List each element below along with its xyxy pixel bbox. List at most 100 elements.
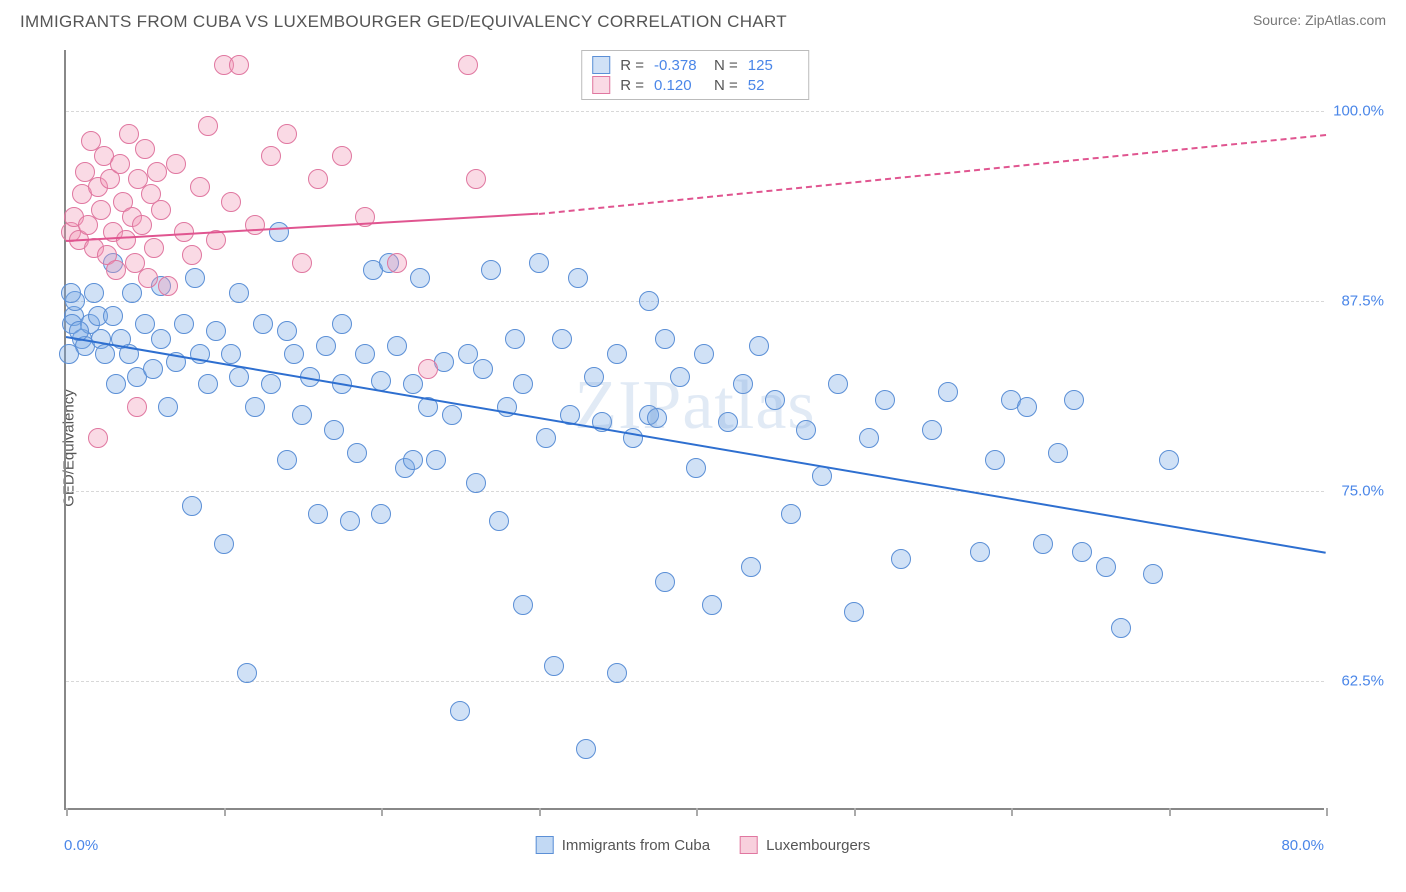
x-tick	[1011, 808, 1013, 816]
r-label: R =	[620, 77, 644, 94]
data-point	[308, 504, 328, 524]
data-point	[237, 663, 257, 683]
data-point	[458, 55, 478, 75]
data-point	[284, 344, 304, 364]
gridline	[66, 681, 1324, 682]
data-point	[741, 557, 761, 577]
data-point	[1048, 443, 1068, 463]
data-point	[410, 268, 430, 288]
data-point	[245, 397, 265, 417]
gridline	[66, 491, 1324, 492]
y-tick-label: 87.5%	[1341, 292, 1384, 309]
data-point	[552, 329, 572, 349]
data-point	[198, 374, 218, 394]
data-point	[781, 504, 801, 524]
n-label: N =	[714, 57, 738, 74]
data-point	[182, 496, 202, 516]
chart-container: GED/Equivalency ZIPatlas R = -0.378 N = …	[20, 44, 1386, 852]
r-label: R =	[620, 57, 644, 74]
data-point	[387, 253, 407, 273]
data-point	[277, 124, 297, 144]
data-point	[138, 268, 158, 288]
x-tick	[66, 808, 68, 816]
data-point	[147, 162, 167, 182]
data-point	[765, 390, 785, 410]
data-point	[584, 367, 604, 387]
data-point	[844, 602, 864, 622]
data-point	[828, 374, 848, 394]
data-point	[106, 374, 126, 394]
data-point	[387, 336, 407, 356]
data-point	[670, 367, 690, 387]
swatch-lux-icon	[740, 836, 758, 854]
data-point	[450, 701, 470, 721]
data-point	[576, 739, 596, 759]
data-point	[733, 374, 753, 394]
legend-item-cuba: Immigrants from Cuba	[536, 836, 710, 854]
data-point	[91, 200, 111, 220]
data-point	[185, 268, 205, 288]
data-point	[513, 374, 533, 394]
data-point	[466, 473, 486, 493]
data-point	[647, 408, 667, 428]
data-point	[106, 260, 126, 280]
data-point	[292, 405, 312, 425]
x-tick	[539, 808, 541, 816]
data-point	[292, 253, 312, 273]
data-point	[489, 511, 509, 531]
data-point	[371, 504, 391, 524]
data-point	[473, 359, 493, 379]
data-point	[607, 344, 627, 364]
x-tick	[1326, 808, 1328, 816]
data-point	[513, 595, 533, 615]
data-point	[859, 428, 879, 448]
n-value-cuba: 125	[748, 57, 798, 74]
data-point	[938, 382, 958, 402]
data-point	[158, 276, 178, 296]
legend-label-cuba: Immigrants from Cuba	[562, 837, 710, 854]
data-point	[686, 458, 706, 478]
n-value-lux: 52	[748, 77, 798, 94]
data-point	[253, 314, 273, 334]
data-point	[442, 405, 462, 425]
r-value-lux: 0.120	[654, 77, 704, 94]
data-point	[347, 443, 367, 463]
data-point	[151, 200, 171, 220]
swatch-cuba-icon	[536, 836, 554, 854]
data-point	[214, 534, 234, 554]
data-point	[403, 374, 423, 394]
data-point	[132, 215, 152, 235]
x-tick	[696, 808, 698, 816]
legend-row-lux: R = 0.120 N = 52	[592, 75, 798, 95]
data-point	[702, 595, 722, 615]
legend-item-lux: Luxembourgers	[740, 836, 870, 854]
data-point	[308, 169, 328, 189]
data-point	[529, 253, 549, 273]
y-tick-label: 62.5%	[1341, 672, 1384, 689]
y-tick-label: 100.0%	[1333, 102, 1384, 119]
data-point	[332, 314, 352, 334]
data-point	[694, 344, 714, 364]
series-legend: Immigrants from Cuba Luxembourgers	[536, 836, 871, 854]
data-point	[536, 428, 556, 448]
data-point	[95, 344, 115, 364]
data-point	[875, 390, 895, 410]
data-point	[166, 154, 186, 174]
data-point	[1111, 618, 1131, 638]
data-point	[261, 374, 281, 394]
trend-line	[66, 336, 1326, 554]
r-value-cuba: -0.378	[654, 57, 704, 74]
gridline	[66, 111, 1324, 112]
data-point	[116, 230, 136, 250]
data-point	[151, 329, 171, 349]
data-point	[229, 55, 249, 75]
data-point	[122, 283, 142, 303]
data-point	[623, 428, 643, 448]
data-point	[922, 420, 942, 440]
data-point	[466, 169, 486, 189]
data-point	[84, 283, 104, 303]
data-point	[221, 344, 241, 364]
data-point	[426, 450, 446, 470]
data-point	[182, 245, 202, 265]
data-point	[229, 283, 249, 303]
